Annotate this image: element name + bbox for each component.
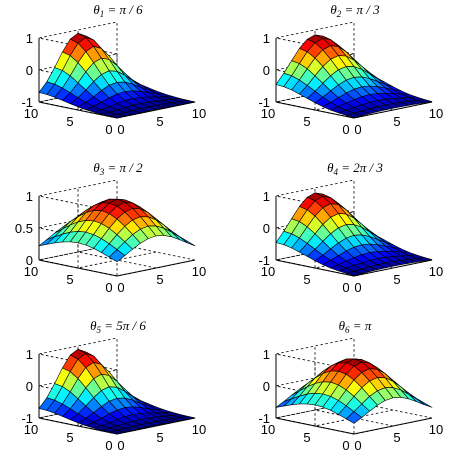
panel-title: θ5 = 5π / 6 [90, 318, 146, 335]
panel-title: θ2 = π / 3 [330, 2, 380, 19]
gridline-z [38, 179, 118, 213]
z-tick-label: 1 [26, 31, 33, 46]
y-tick-label: 0 [342, 438, 349, 453]
y-tick-label: 10 [24, 422, 38, 437]
z-tick-label: 1 [263, 347, 270, 362]
z-tick-label: 1 [263, 31, 270, 46]
y-tick-label: 10 [24, 106, 38, 121]
z-tick-label: 0 [26, 63, 33, 78]
panel-title: θ6 = π [339, 318, 372, 335]
x-tick-label: 0 [354, 122, 361, 137]
z-tick-label: -1 [21, 411, 33, 426]
x-axis-line [116, 101, 196, 119]
y-tick-label: 5 [303, 114, 310, 129]
x-axis-line [353, 101, 433, 119]
panel-title: θ1 = π / 6 [93, 2, 143, 19]
panel-title: θ3 = π / 2 [93, 160, 143, 177]
x-axis-line [353, 259, 433, 277]
x-tick-label: 10 [429, 264, 443, 279]
x-tick-label: 5 [393, 114, 400, 129]
y-axis-line [275, 417, 355, 435]
x-tick-label: 10 [192, 106, 206, 121]
x-tick-label: 5 [393, 272, 400, 287]
x-tick-label: 0 [117, 122, 124, 137]
y-tick-label: 10 [261, 422, 275, 437]
z-tick-label: 1 [26, 347, 33, 362]
y-tick-label: 5 [66, 272, 73, 287]
surface-patch [416, 398, 433, 408]
x-axis-line [353, 417, 433, 435]
panel-title: θ4 = 2π / 3 [327, 160, 383, 177]
z-tick-label: 0 [263, 221, 270, 236]
y-tick-label: 0 [105, 280, 112, 295]
z-tick-label: 0 [26, 379, 33, 394]
y-tick-label: 5 [66, 430, 73, 445]
z-tick-label: -1 [258, 253, 270, 268]
x-tick-label: 5 [156, 114, 163, 129]
y-tick-label: 5 [303, 272, 310, 287]
x-tick-label: 5 [156, 272, 163, 287]
x-tick-label: 10 [192, 422, 206, 437]
y-tick-label: 0 [105, 122, 112, 137]
x-tick-label: 5 [393, 430, 400, 445]
y-axis-line [38, 259, 118, 277]
x-tick-label: 0 [117, 280, 124, 295]
gridline-x [314, 346, 394, 427]
z-tick-label: 1 [26, 189, 33, 204]
z-tick-label: -1 [21, 95, 33, 110]
z-tick-label: 0 [263, 63, 270, 78]
z-tick-label: 0 [263, 379, 270, 394]
y-tick-label: 0 [342, 280, 349, 295]
z-tick-label: 0.5 [15, 221, 33, 236]
y-axis-line [275, 101, 355, 119]
x-tick-label: 0 [354, 438, 361, 453]
gridline-z [275, 337, 355, 371]
z-tick-label: 1 [263, 189, 270, 204]
z-tick-label: 0 [26, 253, 33, 268]
x-tick-label: 5 [156, 430, 163, 445]
x-axis-line [116, 259, 196, 277]
surface-patch [345, 411, 363, 424]
y-tick-label: 5 [66, 114, 73, 129]
x-tick-label: 10 [429, 106, 443, 121]
y-axis-line [275, 259, 355, 277]
surface-patch [108, 249, 126, 263]
z-tick-label: -1 [258, 411, 270, 426]
x-tick-label: 10 [429, 422, 443, 437]
x-tick-label: 0 [117, 438, 124, 453]
y-tick-label: 10 [261, 106, 275, 121]
y-tick-label: 10 [24, 264, 38, 279]
x-tick-label: 10 [192, 264, 206, 279]
y-tick-label: 5 [303, 430, 310, 445]
y-tick-label: 0 [105, 438, 112, 453]
y-tick-label: 10 [261, 264, 275, 279]
y-axis-line [38, 417, 118, 435]
surface-patch [345, 270, 363, 276]
y-tick-label: 0 [342, 122, 349, 137]
z-tick-label: -1 [258, 95, 270, 110]
gridline-x [77, 188, 157, 269]
x-tick-label: 0 [354, 280, 361, 295]
surface-patch [179, 236, 196, 247]
y-axis-line [38, 101, 118, 119]
x-axis-line [116, 417, 196, 435]
surface-patch [345, 112, 363, 118]
